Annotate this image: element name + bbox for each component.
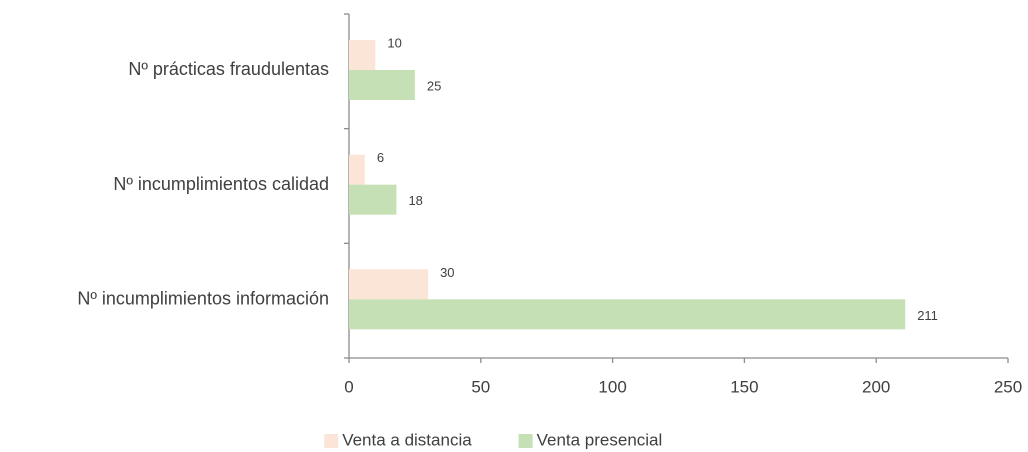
- data-label: 6: [377, 150, 384, 165]
- legend-label: Venta a distancia: [342, 430, 472, 449]
- data-label: 30: [440, 265, 454, 280]
- data-label: 10: [387, 35, 401, 50]
- bar: [349, 269, 429, 300]
- x-tick-label: 250: [994, 377, 1022, 396]
- bar: [349, 184, 397, 215]
- bar: [349, 40, 376, 70]
- x-tick-label: 200: [862, 377, 890, 396]
- x-tick-label: 150: [730, 377, 758, 396]
- data-label: 18: [408, 193, 422, 208]
- x-tick-label: 100: [598, 377, 626, 396]
- legend-swatch: [518, 434, 533, 448]
- category-label: Nº incumplimientos calidad: [113, 174, 329, 194]
- category-label: Nº incumplimientos información: [77, 288, 329, 308]
- legend-swatch: [324, 434, 339, 448]
- bar: [349, 154, 365, 185]
- bar: [349, 70, 415, 100]
- x-tick-label: 0: [344, 377, 353, 396]
- legend-label: Venta presencial: [537, 430, 663, 449]
- data-label: 25: [427, 78, 441, 93]
- x-tick-label: 50: [471, 377, 490, 396]
- bar: [349, 299, 906, 330]
- category-label: Nº prácticas fraudulentas: [128, 59, 329, 79]
- data-label: 211: [917, 308, 938, 323]
